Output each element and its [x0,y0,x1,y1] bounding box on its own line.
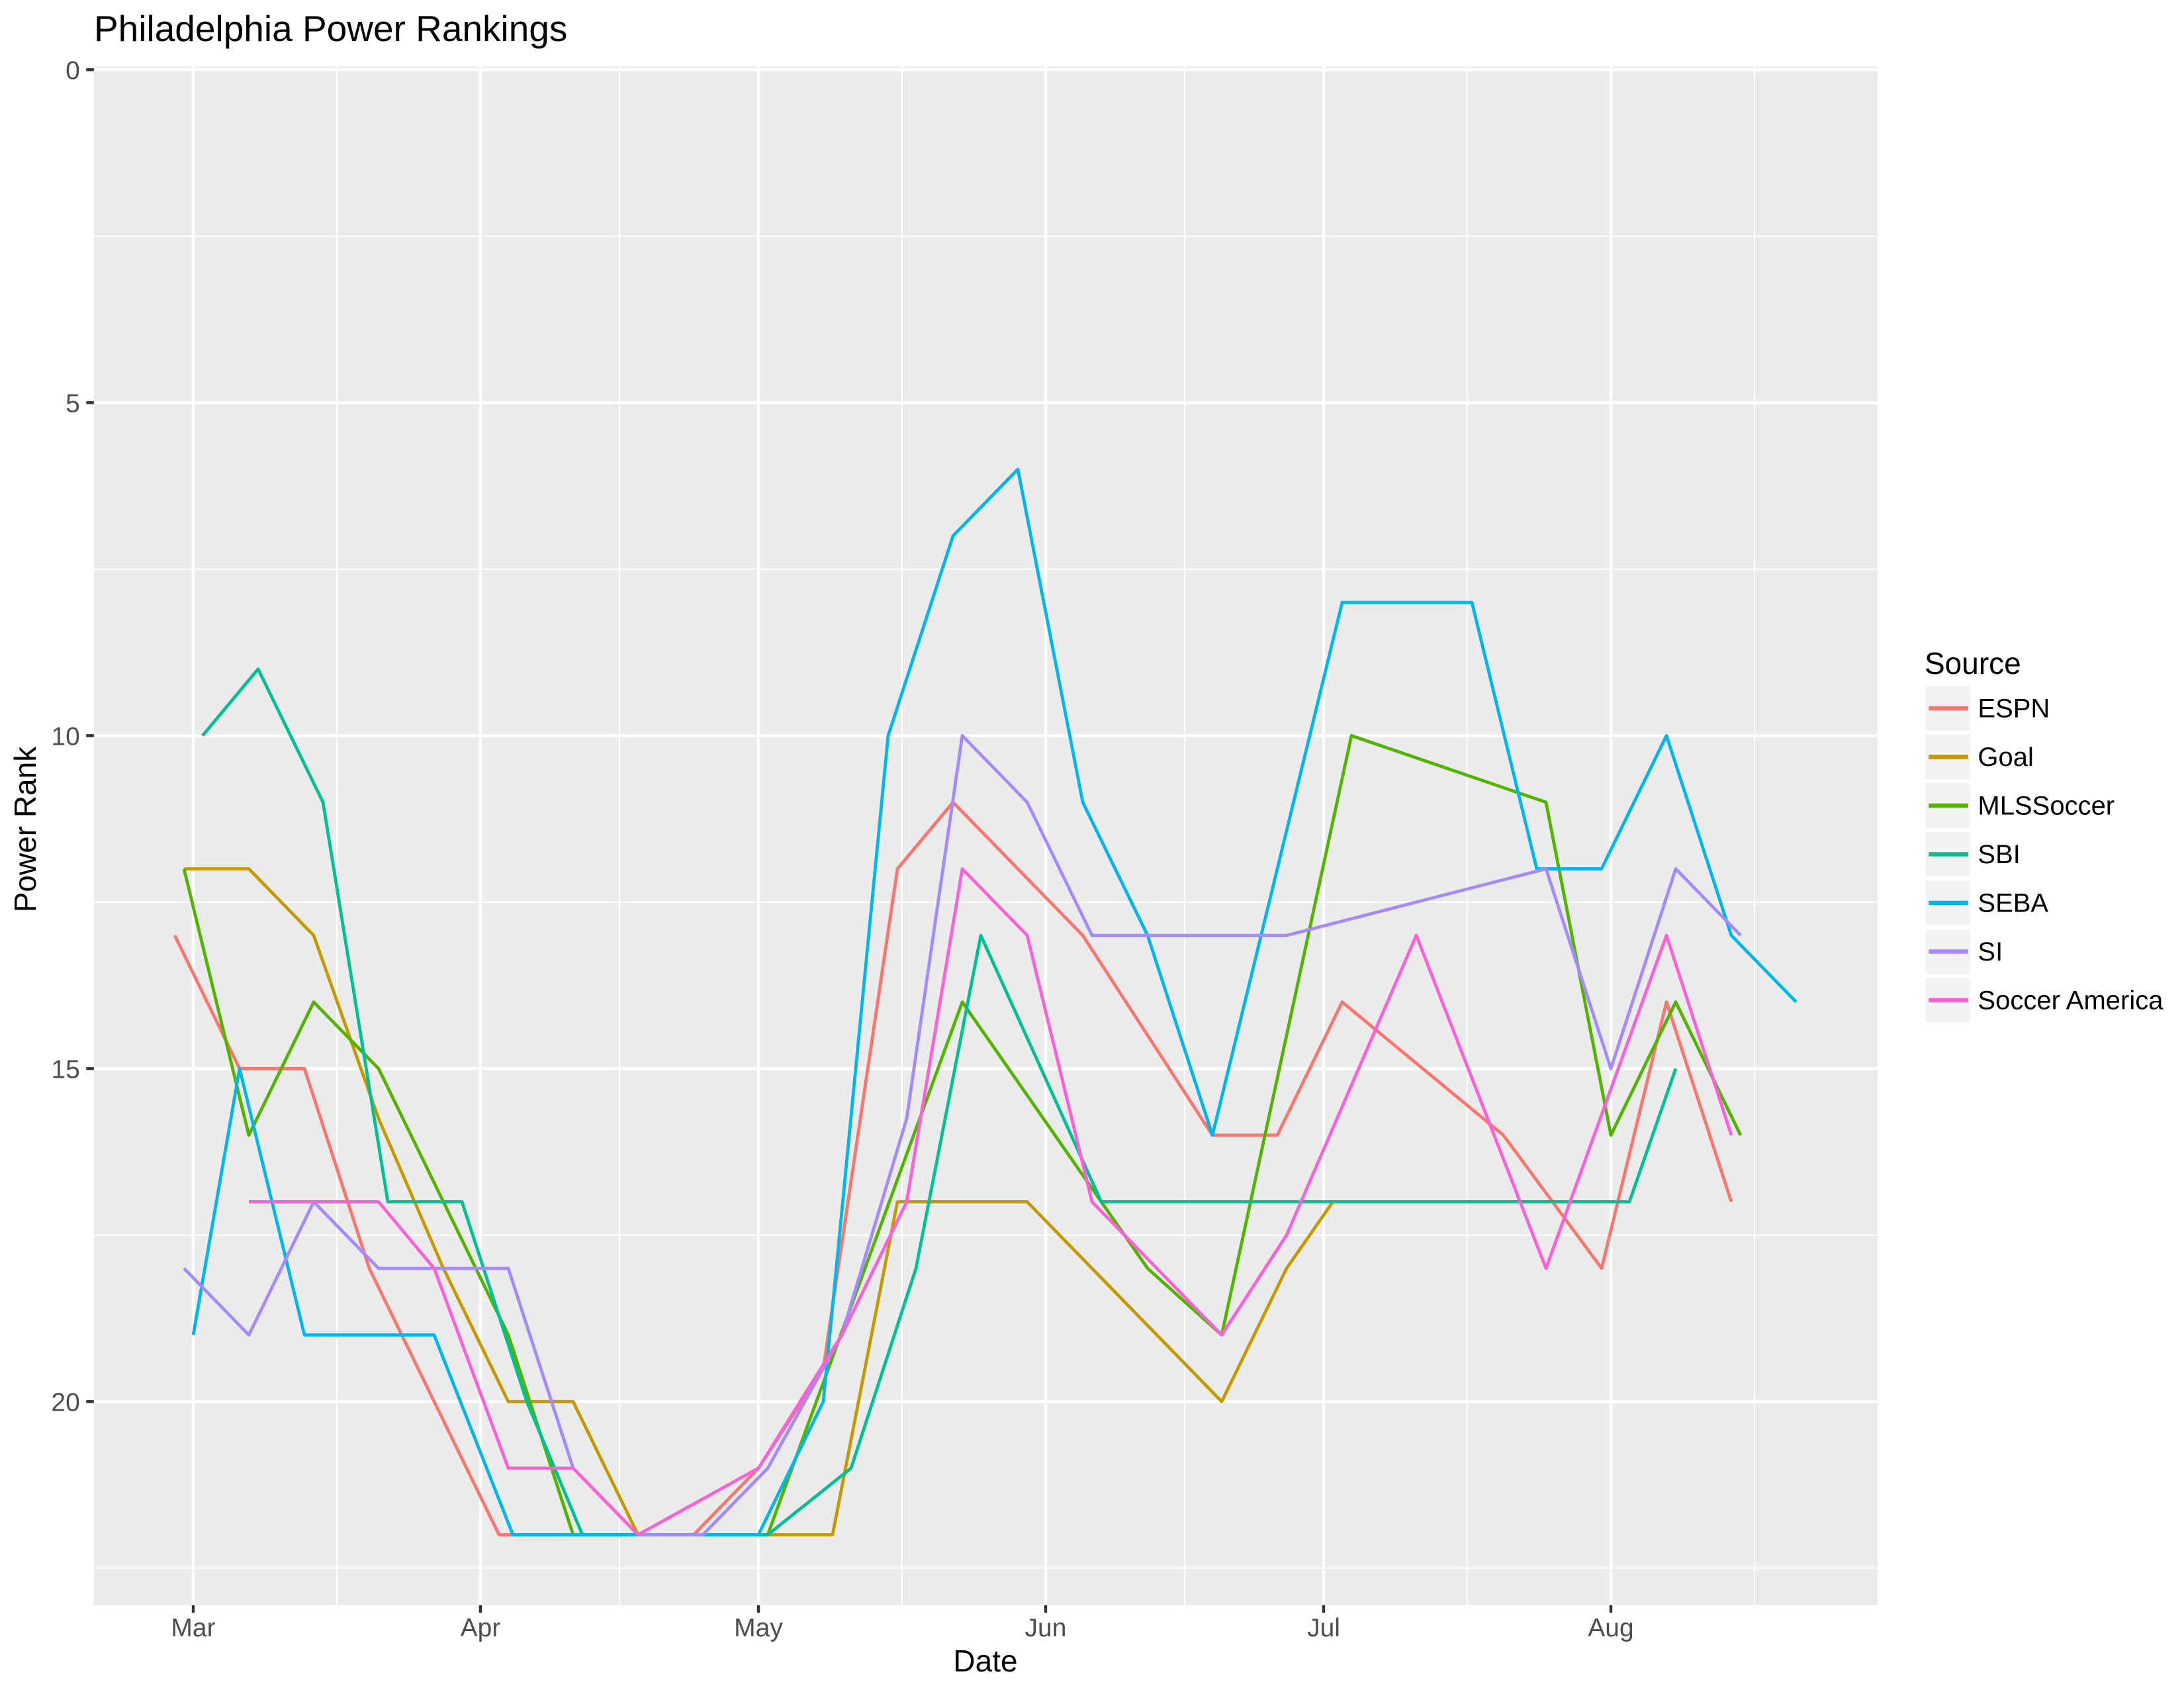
svg-text:Power Rank: Power Rank [8,746,42,913]
svg-text:Goal: Goal [1978,743,2034,772]
svg-text:SEBA: SEBA [1978,889,2048,918]
svg-text:10: 10 [51,722,79,751]
svg-text:Jul: Jul [1307,1614,1340,1642]
svg-text:Soccer America: Soccer America [1978,986,2163,1015]
svg-text:5: 5 [66,389,80,418]
svg-text:Source: Source [1925,646,2021,680]
svg-text:Apr: Apr [461,1614,501,1642]
svg-text:0: 0 [66,56,80,85]
svg-text:Mar: Mar [171,1614,215,1642]
svg-text:Jun: Jun [1025,1614,1067,1642]
svg-text:SBI: SBI [1978,840,2020,869]
svg-text:20: 20 [51,1388,79,1417]
svg-text:Aug: Aug [1588,1614,1633,1642]
svg-text:15: 15 [51,1055,79,1084]
svg-text:Date: Date [953,1644,1017,1678]
svg-text:MLSSoccer: MLSSoccer [1978,792,2115,821]
svg-text:SI: SI [1978,937,2003,966]
svg-text:May: May [734,1614,783,1642]
svg-text:ESPN: ESPN [1978,694,2050,724]
svg-text:Philadelphia Power Rankings: Philadelphia Power Rankings [94,8,567,49]
